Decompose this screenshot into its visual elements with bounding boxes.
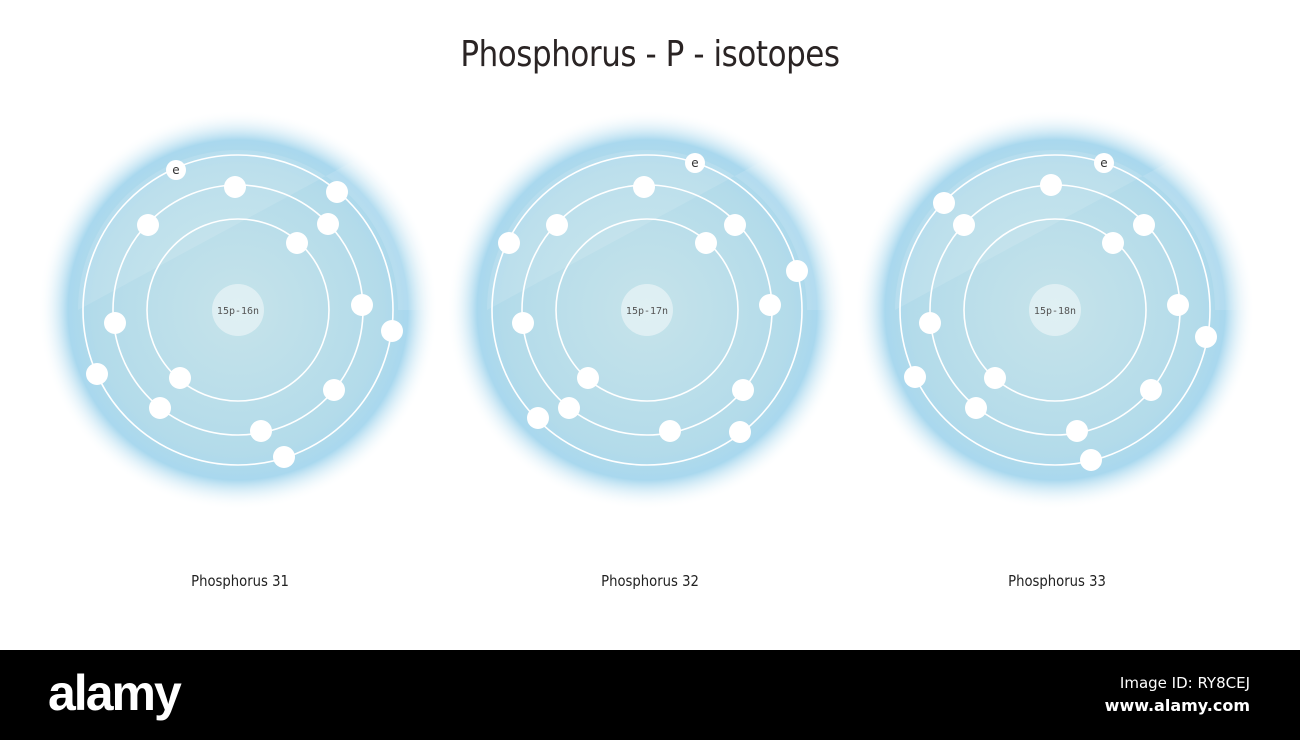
nucleus: [212, 284, 264, 336]
electron: [1102, 232, 1124, 254]
site-url: www.alamy.com: [1104, 696, 1250, 715]
nucleus-label: 15p-18n: [1034, 306, 1076, 317]
electron: [1040, 174, 1062, 196]
electron: [381, 320, 403, 342]
electron-shell: [899, 154, 1211, 466]
isotope-label-31: Phosphorus 31: [191, 572, 289, 590]
electron: [166, 160, 186, 180]
nucleus-label: 15p-16n: [217, 306, 259, 317]
electron: [512, 312, 534, 334]
electron: [729, 421, 751, 443]
electron: [633, 176, 655, 198]
electron: [527, 407, 549, 429]
isotope-label-33: Phosphorus 33: [1008, 572, 1106, 590]
electron: [273, 446, 295, 468]
electron-shell: [555, 218, 739, 402]
electron: [1140, 379, 1162, 401]
electron: [659, 420, 681, 442]
electron: [104, 312, 126, 334]
electron: [933, 192, 955, 214]
electron: [546, 214, 568, 236]
atom-glow: [38, 110, 438, 510]
page-title: Phosphorus - P - isotopes: [460, 34, 840, 75]
electron: [695, 232, 717, 254]
image-id: Image ID: RY8CEJ: [1119, 674, 1250, 692]
electron-shell: [146, 218, 330, 402]
nucleus: [1029, 284, 1081, 336]
atom-glow: [855, 110, 1255, 510]
electron: [685, 153, 705, 173]
electron: [169, 367, 191, 389]
electron-shell: [82, 154, 394, 466]
highlight: [895, 110, 1265, 310]
electron: [224, 176, 246, 198]
electron: [984, 367, 1006, 389]
electron: [904, 366, 926, 388]
electron-symbol: e: [172, 163, 179, 177]
electron: [1167, 294, 1189, 316]
electron-shell: [963, 218, 1147, 402]
nucleus-label: 15p-17n: [626, 306, 668, 317]
electron: [577, 367, 599, 389]
electron: [1066, 420, 1088, 442]
electron: [286, 232, 308, 254]
electron: [965, 397, 987, 419]
isotope-label-32: Phosphorus 32: [601, 572, 699, 590]
electron: [919, 312, 941, 334]
electron: [86, 363, 108, 385]
footer-bar: alamy Image ID: RY8CEJ www.alamy.com: [0, 650, 1300, 740]
electron: [724, 214, 746, 236]
electron: [759, 294, 781, 316]
nucleus: [621, 284, 673, 336]
electron-symbol: e: [1100, 156, 1107, 170]
electron: [732, 379, 754, 401]
isotope-diagram: 15p-16n e 15p-17n e 15p-18n e: [38, 110, 1265, 510]
highlight: [487, 110, 857, 310]
electron-shell: [491, 154, 803, 466]
electron: [498, 232, 520, 254]
electron: [953, 214, 975, 236]
electron: [250, 420, 272, 442]
electron: [317, 213, 339, 235]
electron: [323, 379, 345, 401]
electron: [1080, 449, 1102, 471]
electron: [137, 214, 159, 236]
electron: [149, 397, 171, 419]
alamy-logo: alamy: [48, 665, 182, 721]
atom-glow: [447, 110, 847, 510]
electron: [351, 294, 373, 316]
electron: [558, 397, 580, 419]
electron: [786, 260, 808, 282]
electron: [1133, 214, 1155, 236]
electron: [1094, 153, 1114, 173]
electron-symbol: e: [691, 156, 698, 170]
electron: [326, 181, 348, 203]
electron: [1195, 326, 1217, 348]
highlight: [78, 110, 448, 310]
